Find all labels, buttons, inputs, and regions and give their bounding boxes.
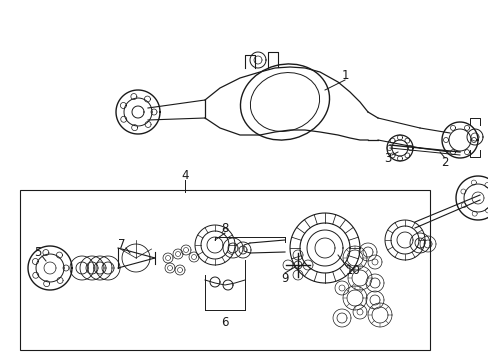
Text: 3: 3: [384, 152, 391, 165]
Text: 9: 9: [281, 271, 288, 284]
Bar: [20, 190, 429, 350]
Text: 4: 4: [181, 168, 188, 181]
Text: 1: 1: [341, 68, 348, 81]
Text: 2: 2: [440, 156, 448, 168]
Text: 8: 8: [221, 221, 228, 234]
Text: 10: 10: [345, 264, 360, 276]
Text: 5: 5: [34, 246, 41, 258]
Text: 6: 6: [221, 316, 228, 329]
Text: 7: 7: [118, 238, 125, 251]
